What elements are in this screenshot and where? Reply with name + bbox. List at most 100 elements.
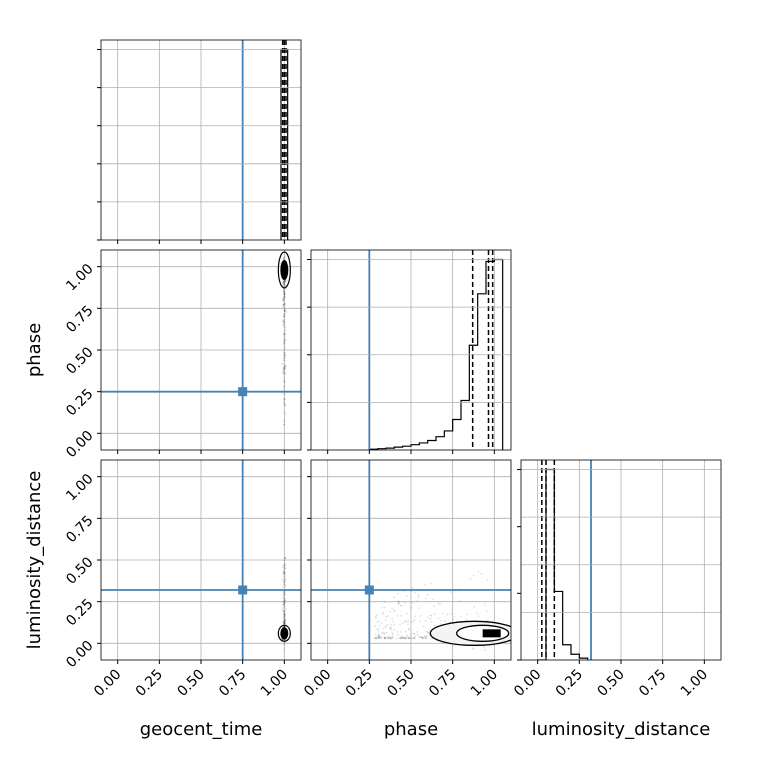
scatter-point [486, 619, 489, 622]
y-tick-label: 0.00 [63, 638, 96, 671]
scatter-point [283, 283, 286, 285]
scatter-point [446, 613, 449, 616]
scatter-point [425, 630, 428, 633]
scatter-point [283, 643, 286, 646]
scatter-point [407, 637, 410, 640]
scatter-point [283, 616, 286, 618]
scatter-point [283, 420, 286, 423]
scatter-point [473, 648, 475, 650]
scatter-point [283, 620, 286, 622]
scatter-point [282, 597, 285, 600]
scatter-point [439, 603, 442, 606]
scatter-point [441, 612, 444, 615]
scatter-point [424, 635, 427, 638]
scatter-point [282, 305, 285, 308]
scatter-point [406, 623, 409, 626]
scatter-point [282, 306, 285, 308]
scatter-point [404, 637, 407, 640]
scatter-point [283, 559, 286, 562]
scatter-point [284, 557, 287, 559]
scatter-point [450, 613, 452, 615]
scatter-point [424, 637, 427, 640]
scatter-point [282, 282, 284, 285]
scatter-point [283, 625, 286, 628]
scatter-point [283, 400, 285, 403]
scatter-point [282, 289, 285, 292]
scatter-point [484, 649, 486, 651]
scatter-point [283, 612, 285, 615]
scatter-point [283, 625, 286, 628]
scatter-point [384, 637, 387, 640]
scatter-point [283, 590, 285, 593]
scatter-point [388, 637, 391, 640]
scatter-point [406, 634, 408, 637]
scatter-point [380, 636, 383, 639]
scatter-point [459, 615, 462, 618]
scatter-point [380, 637, 383, 640]
scatter-point [283, 404, 286, 407]
scatter-point [283, 330, 286, 333]
scatter-point [416, 599, 419, 602]
scatter-point [283, 602, 286, 605]
scatter-point [419, 615, 422, 617]
scatter-point [525, 638, 527, 640]
scatter-point [283, 351, 286, 354]
scatter-point [282, 603, 285, 606]
scatter-point [284, 392, 286, 395]
scatter-point [283, 258, 285, 261]
scatter-point [283, 599, 285, 602]
scatter-point [400, 614, 402, 617]
scatter-point [420, 636, 423, 639]
scatter-point [282, 593, 285, 596]
scatter-point [396, 634, 399, 636]
scatter-point [283, 615, 286, 617]
scatter-point [399, 637, 402, 640]
scatter-point [393, 624, 396, 626]
scatter-point [374, 625, 377, 627]
scatter-point [283, 257, 286, 259]
scatter-point [283, 315, 286, 318]
scatter-point [284, 578, 287, 581]
scatter-point [281, 299, 284, 302]
scatter-point [284, 339, 287, 342]
scatter-point [283, 563, 286, 566]
scatter-point [396, 615, 399, 617]
scatter-point [376, 628, 379, 631]
scatter-point [417, 596, 420, 598]
scatter-point [517, 640, 519, 642]
x-tick-label: 1.00 [258, 667, 291, 700]
scatter-point [283, 381, 286, 384]
scatter-point [383, 637, 386, 640]
scatter-point [404, 620, 406, 623]
scatter-point [282, 398, 285, 400]
scatter-point [284, 413, 287, 416]
scatter-point [389, 624, 392, 626]
scatter-point [284, 622, 287, 625]
scatter-point [283, 313, 286, 316]
y-axis-label-luminosity_distance: luminosity_distance [24, 471, 45, 650]
scatter-point [418, 635, 421, 638]
scatter-point [378, 637, 380, 640]
scatter-point [399, 637, 402, 640]
scatter-point [429, 617, 432, 620]
scatter-point [282, 601, 285, 604]
scatter-point [282, 596, 285, 599]
scatter-point [283, 292, 286, 294]
scatter-point [382, 631, 384, 634]
scatter-point [424, 597, 427, 600]
scatter-point [284, 333, 287, 336]
scatter-point [284, 557, 286, 560]
scatter-point [377, 628, 380, 631]
scatter-point [513, 637, 515, 639]
scatter-point [283, 580, 286, 582]
scatter-point [473, 606, 475, 608]
scatter-point [284, 279, 286, 282]
scatter-point [282, 313, 285, 316]
density-core [280, 260, 289, 280]
scatter-point [377, 636, 380, 639]
scatter-point [283, 597, 286, 600]
truth-marker [238, 387, 248, 397]
scatter-point [282, 255, 285, 258]
x-tick-label: 0.50 [174, 667, 207, 700]
scatter-point [283, 621, 286, 624]
